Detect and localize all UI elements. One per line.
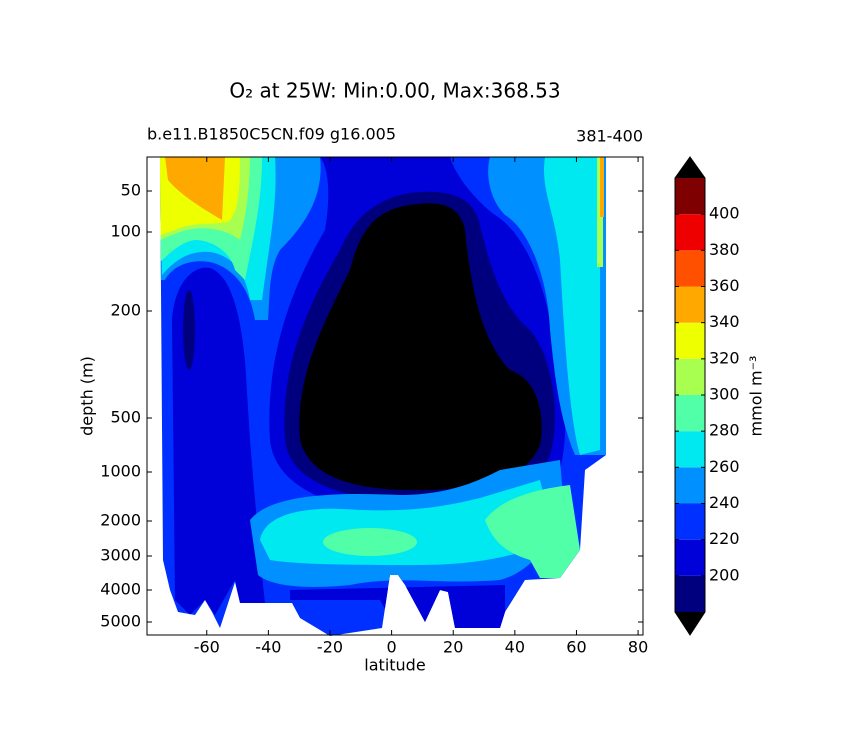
colorbar-extend-over [675,157,705,178]
contour-region [323,528,417,556]
colorbar-tick-label: 220 [709,529,740,548]
colorbar-label: mmol m⁻³ [747,356,766,437]
colorbar-band [675,358,705,395]
colorbar-band [675,395,705,432]
y-tick-label: 1000 [100,462,141,481]
subtitle-left: b.e11.B1850C5CN.f09 g16.005 [147,125,396,144]
contour-region [543,157,600,455]
colorbar-frame [674,156,706,636]
x-tick-label: 40 [505,638,525,657]
x-tick-label: -20 [317,638,343,657]
y-tick-label: 50 [121,181,141,200]
colorbar-band [675,178,705,215]
colorbar-band [675,250,705,287]
colorbar-band [675,322,705,359]
colorbar-tick-label: 200 [709,565,740,584]
y-tick-label: 4000 [100,580,141,599]
plot-frame [146,156,644,636]
colorbar-tick-label: 340 [709,312,740,331]
contour-region [600,157,604,217]
x-axis-label: latitude [364,656,425,675]
colorbar-tick-label: 320 [709,348,740,367]
x-tick-label: 20 [443,638,463,657]
y-axis-label: depth (m) [78,356,97,436]
colorbar-tick-label: 300 [709,385,740,404]
contour-region [165,157,225,220]
x-tick-label: -40 [255,638,281,657]
x-tick-label: 60 [566,638,586,657]
chart-title: O₂ at 25W: Min:0.00, Max:368.53 [229,79,560,103]
colorbar-tick-label: 280 [709,421,740,440]
colorbar-tick-label: 240 [709,493,740,512]
y-tick-label: 500 [110,408,141,427]
colorbar-band [675,214,705,251]
contour-region [183,290,195,370]
colorbar-extend-under [675,612,705,635]
colorbar-tick-label: 380 [709,240,740,259]
colorbar-tick-label: 260 [709,457,740,476]
colorbar-band [675,503,705,540]
colorbar-band [675,575,705,612]
y-tick-label: 5000 [100,612,141,631]
contour-region [299,203,542,491]
y-tick-label: 100 [110,222,141,241]
subtitle-right: 381-400 [576,127,643,146]
x-tick-label: -60 [194,638,220,657]
colorbar-band [675,539,705,576]
colorbar-band [675,467,705,504]
x-tick-label: 80 [628,638,648,657]
colorbar-tick-label: 360 [709,276,740,295]
colorbar-tick-label: 400 [709,204,740,223]
y-tick-label: 200 [110,301,141,320]
colorbar-band [675,431,705,468]
contour-field [160,157,606,636]
colorbar-band [675,286,705,323]
y-tick-label: 2000 [100,511,141,530]
x-tick-label: 0 [387,638,397,657]
contour-region [485,485,580,578]
y-tick-label: 3000 [100,546,141,565]
contour-region [172,267,265,615]
